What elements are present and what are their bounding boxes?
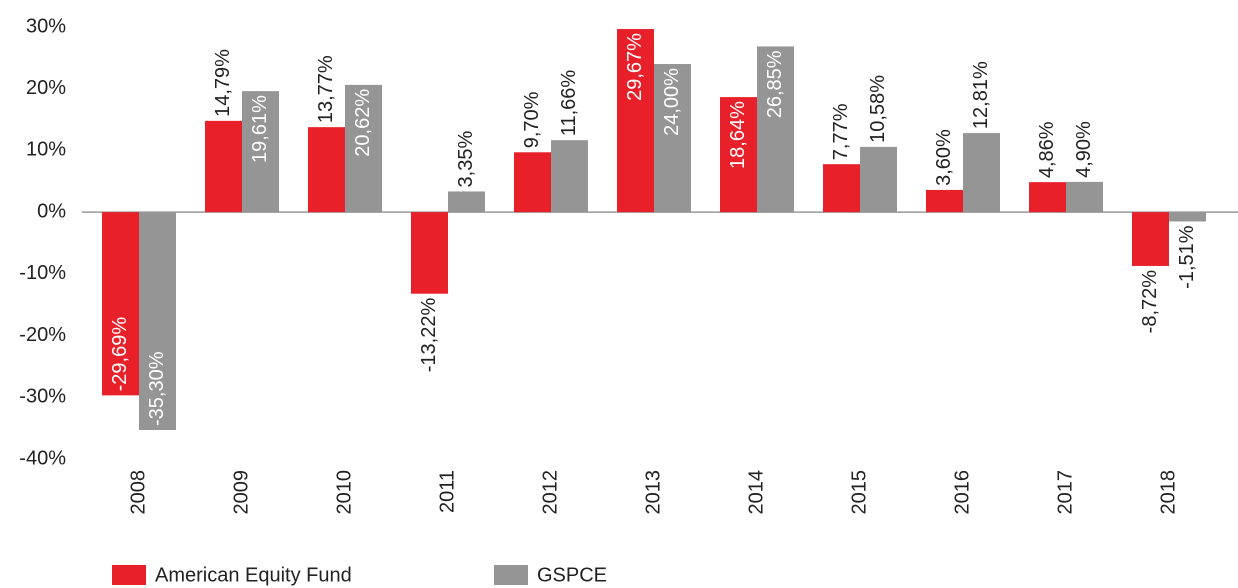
legend-swatch — [112, 565, 146, 585]
bar — [860, 146, 897, 213]
x-tick-label: 2008 — [127, 470, 149, 515]
value-label: 7,77% — [830, 103, 852, 160]
y-tick-label: 30% — [26, 15, 66, 37]
value-label: 11,66% — [558, 70, 580, 137]
value-label: -13,22% — [418, 298, 440, 373]
x-tick-label: 2011 — [436, 470, 458, 513]
legend-label: GSPCE — [537, 564, 607, 586]
bar — [448, 191, 485, 213]
bar — [1132, 212, 1169, 266]
value-label: 29,67% — [624, 33, 646, 101]
bar — [1066, 181, 1103, 213]
value-label: 19,61% — [249, 95, 271, 163]
value-label: 26,85% — [764, 50, 786, 118]
x-tick-label: 2009 — [230, 470, 252, 515]
bar — [617, 29, 654, 213]
value-label: 4,90% — [1073, 121, 1095, 178]
value-label: 14,79% — [212, 49, 234, 117]
x-tick-label: 2010 — [333, 470, 355, 515]
bar — [823, 164, 860, 213]
y-tick-label: -30% — [19, 386, 66, 408]
bar — [1029, 182, 1066, 213]
y-tick-label: 0% — [37, 200, 66, 222]
legend-label: American Equity Fund — [155, 564, 352, 586]
bar — [963, 133, 1000, 213]
bar — [757, 46, 794, 213]
x-tick-label: 2018 — [1157, 470, 1179, 515]
value-label: 12,81% — [970, 61, 992, 129]
x-tick-label: 2014 — [745, 470, 767, 515]
x-tick-label: 2016 — [951, 470, 973, 515]
value-label: 20,62% — [352, 89, 374, 157]
value-label: -8,72% — [1139, 270, 1161, 334]
value-label: 3,60% — [933, 129, 955, 186]
value-label: 9,70% — [521, 91, 543, 148]
bar — [308, 127, 345, 213]
bar — [926, 189, 963, 213]
value-label: 18,64% — [727, 101, 749, 169]
x-tick-label: 2017 — [1054, 470, 1076, 515]
legend-swatch — [494, 565, 528, 585]
bar — [411, 212, 448, 294]
y-tick-label: -40% — [19, 447, 66, 469]
x-tick-label: 2012 — [539, 470, 561, 515]
value-label: -29,69% — [109, 317, 131, 392]
value-label: 10,58% — [867, 75, 889, 143]
value-label: 24,00% — [661, 68, 683, 136]
bar — [1169, 212, 1206, 222]
bar — [551, 140, 588, 213]
y-tick-label: -20% — [19, 324, 66, 346]
bar — [654, 64, 691, 213]
value-label: 3,35% — [455, 131, 477, 188]
bar — [345, 84, 382, 213]
bar — [720, 97, 757, 213]
value-label: 4,86% — [1036, 121, 1058, 178]
x-tick-label: 2015 — [848, 470, 870, 515]
bar — [205, 120, 242, 213]
bar — [242, 91, 279, 213]
value-label: 13,77% — [315, 55, 337, 123]
bar — [139, 212, 176, 430]
y-tick-label: 10% — [26, 139, 66, 161]
bar — [102, 212, 139, 396]
y-tick-label: 20% — [26, 77, 66, 99]
x-tick-label: 2013 — [642, 470, 664, 515]
value-label: -1,51% — [1176, 225, 1198, 289]
bar — [514, 152, 551, 213]
y-tick-label: -10% — [19, 262, 66, 284]
value-label: -35,30% — [146, 351, 168, 426]
